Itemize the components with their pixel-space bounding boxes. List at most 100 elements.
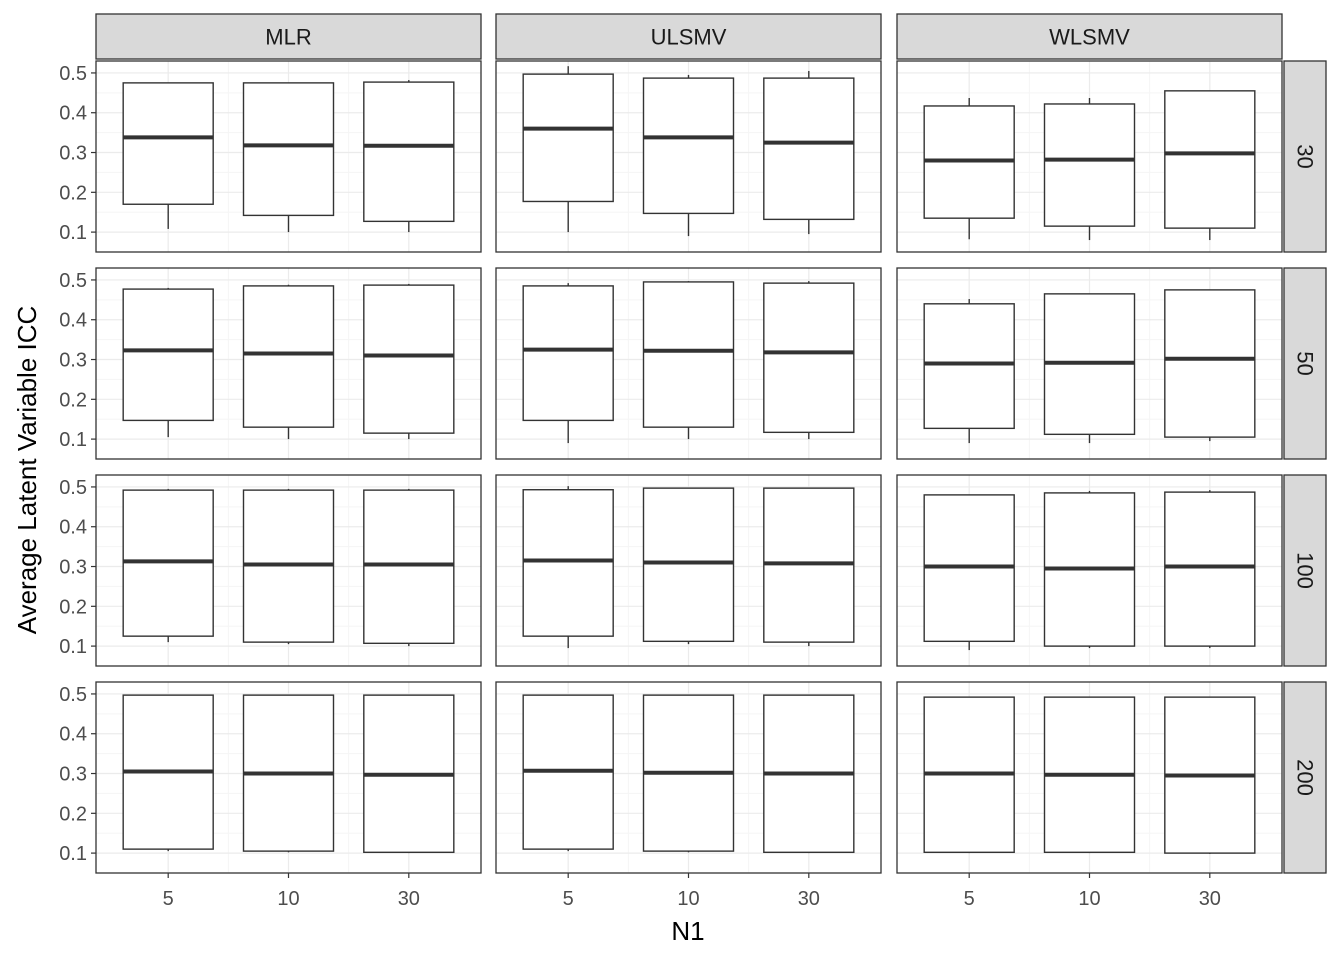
box-iqr <box>642 487 735 643</box>
box-mlr-200-n1-5 <box>122 694 214 852</box>
panel-ulsmv-30 <box>495 60 882 253</box>
box-mlr-30-n1-5 <box>122 82 214 229</box>
y-axis-title: Average Latent Variable ICC <box>12 306 42 635</box>
y-tick-label: 0.5 <box>59 477 87 499</box>
box-ulsmv-30-n1-10 <box>642 74 735 237</box>
y-tick-label: 0.3 <box>59 557 87 579</box>
box-ulsmv-200-n1-5 <box>522 694 614 852</box>
box-ulsmv-30-n1-5 <box>522 66 614 233</box>
box-ulsmv-200-n1-10 <box>642 694 735 853</box>
box-wlsmv-200-n1-30 <box>1164 696 1256 854</box>
box-ulsmv-50-n1-5 <box>522 283 614 444</box>
box-ulsmv-50-n1-10 <box>642 281 735 440</box>
row-facet-strips: 30 50 100 200 <box>1283 60 1327 874</box>
box-mlr-100-n1-30 <box>363 488 455 647</box>
column-strip-mlr <box>95 13 482 60</box>
box-iqr <box>642 281 735 428</box>
panel-border <box>95 60 482 253</box>
y-axis-row-100: 0.1 0.2 0.3 0.4 0.5 <box>59 477 96 658</box>
column-facet-strips: MLR ULSMV WLSMV <box>95 13 1283 60</box>
box-mlr-200-n1-30 <box>363 694 455 854</box>
y-tick-label: 0.2 <box>59 389 87 411</box>
box-wlsmv-30-n1-5 <box>923 98 1015 240</box>
box-ulsmv-30-n1-30 <box>763 70 855 235</box>
column-strip-label: ULSMV <box>651 25 727 50</box>
column-strip-label: WLSMV <box>1049 25 1130 50</box>
y-tick-label: 0.2 <box>59 182 87 204</box>
box-iqr <box>122 288 214 422</box>
box-iqr <box>1043 103 1136 227</box>
box-iqr <box>1164 491 1256 647</box>
box-iqr <box>763 77 855 221</box>
panel-border <box>896 60 1283 253</box>
row-strip-50 <box>1283 267 1327 460</box>
y-tick-label: 0.1 <box>59 222 87 244</box>
y-tick-label: 0.5 <box>59 63 87 85</box>
x-axis-wlsmv: 5 10 30 <box>964 873 1221 910</box>
y-tick-label: 0.5 <box>59 684 87 706</box>
box-wlsmv-50-n1-30 <box>1164 289 1256 442</box>
panel-border <box>95 267 482 460</box>
x-tick-label: 30 <box>398 888 420 910</box>
box-mlr-100-n1-5 <box>122 488 214 643</box>
box-iqr <box>242 82 335 217</box>
box-wlsmv-50-n1-5 <box>923 299 1015 444</box>
x-tick-label: 5 <box>163 888 174 910</box>
panel-mlr-50 <box>95 267 482 460</box>
box-wlsmv-30-n1-30 <box>1164 90 1256 241</box>
box-wlsmv-200-n1-10 <box>1043 696 1136 854</box>
panel-wlsmv-50 <box>896 267 1283 460</box>
panel-ulsmv-100 <box>495 474 882 667</box>
box-ulsmv-100-n1-30 <box>763 487 855 647</box>
x-tick-label: 5 <box>563 888 574 910</box>
x-axis-title: N1 <box>671 916 704 946</box>
panel-border <box>495 474 882 667</box>
row-strip-30 <box>1283 60 1327 253</box>
row-strip-100 <box>1283 474 1327 667</box>
box-ulsmv-200-n1-30 <box>763 694 855 854</box>
x-tick-label: 5 <box>964 888 975 910</box>
y-axes: 0.10.20.30.40.50.10.20.30.40.50.10.20.30… <box>59 63 96 865</box>
box-ulsmv-100-n1-10 <box>642 487 735 645</box>
x-axes: 5 10 30 5 10 30 5 10 30 <box>163 873 1221 910</box>
panel-wlsmv-30 <box>896 60 1283 253</box>
box-mlr-50-n1-30 <box>363 283 455 440</box>
box-iqr <box>522 73 614 203</box>
box-iqr <box>522 489 614 637</box>
row-strip-200 <box>1283 681 1327 874</box>
box-mlr-30-n1-30 <box>363 80 455 233</box>
x-tick-label: 30 <box>798 888 820 910</box>
box-mlr-50-n1-10 <box>242 284 335 440</box>
panel-ulsmv-200 <box>495 681 882 874</box>
box-wlsmv-100-n1-30 <box>1164 490 1256 649</box>
row-strip-label: 200 <box>1293 759 1318 796</box>
y-axis-row-30: 0.1 0.2 0.3 0.4 0.5 <box>59 63 96 244</box>
panel-border <box>495 267 882 460</box>
panel-border <box>896 267 1283 460</box>
x-axis-mlr: 5 10 30 <box>163 873 420 910</box>
y-tick-label: 0.1 <box>59 636 87 658</box>
box-iqr <box>363 81 455 223</box>
panel-mlr-30 <box>95 60 482 253</box>
x-tick-label: 30 <box>1199 888 1221 910</box>
y-tick-label: 0.4 <box>59 517 87 539</box>
box-iqr <box>1164 289 1256 438</box>
y-tick-label: 0.3 <box>59 764 87 786</box>
x-tick-label: 10 <box>677 888 699 910</box>
row-strip-label: 30 <box>1293 144 1318 168</box>
y-tick-label: 0.3 <box>59 350 87 372</box>
box-mlr-30-n1-10 <box>242 82 335 233</box>
y-tick-label: 0.1 <box>59 843 87 865</box>
y-tick-label: 0.2 <box>59 596 87 618</box>
panel-mlr-200 <box>95 681 482 874</box>
row-strip-label: 100 <box>1293 552 1318 589</box>
box-wlsmv-100-n1-5 <box>923 494 1015 651</box>
y-tick-label: 0.4 <box>59 724 87 746</box>
y-tick-label: 0.4 <box>59 310 87 332</box>
y-axis-row-50: 0.1 0.2 0.3 0.4 0.5 <box>59 270 96 451</box>
y-axis-row-200: 0.1 0.2 0.3 0.4 0.5 <box>59 684 96 865</box>
box-ulsmv-50-n1-30 <box>763 281 855 440</box>
y-tick-label: 0.5 <box>59 270 87 292</box>
box-iqr <box>642 77 735 215</box>
